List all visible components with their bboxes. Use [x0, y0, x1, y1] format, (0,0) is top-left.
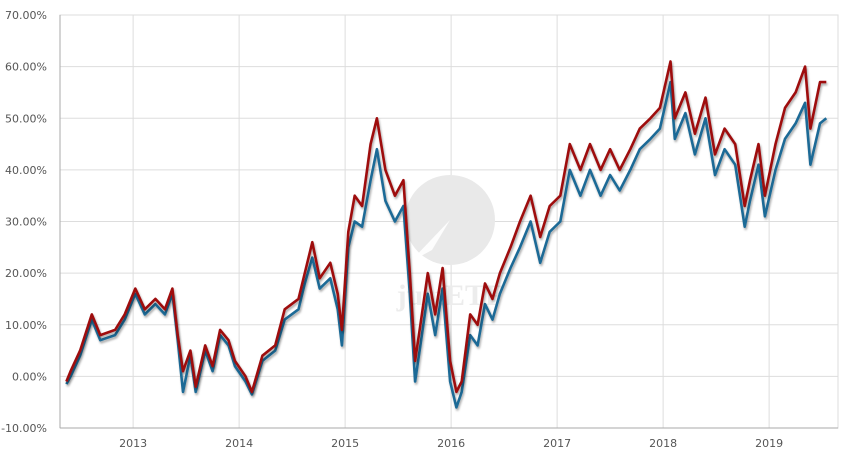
y-tick-label: 50.00% [5, 112, 47, 125]
y-tick-label: 20.00% [5, 267, 47, 280]
y-tick-label: 30.00% [5, 216, 47, 229]
x-tick-label: 2017 [543, 437, 571, 450]
axes: 70.00% 60.00% 50.00% 40.00% 30.00% 20.00% 10.0… [1, 9, 838, 450]
y-tick-label: -10.00% [1, 422, 47, 435]
y-tick-label: 60.00% [5, 61, 47, 74]
x-tick-label: 2016 [437, 437, 465, 450]
x-tick-label: 2013 [119, 437, 147, 450]
series-lines [65, 60, 828, 409]
x-tick-label: 2018 [649, 437, 677, 450]
x-tick-label: 2015 [331, 437, 359, 450]
y-tick-label: 10.00% [5, 319, 47, 332]
series-red-line [65, 60, 827, 394]
y-tick-label: 0.00% [12, 370, 47, 383]
y-tick-label: 40.00% [5, 164, 47, 177]
x-tick-label: 2019 [755, 437, 783, 450]
y-tick-label: 70.00% [5, 9, 47, 22]
watermark-arrow-icon [410, 220, 450, 262]
x-tick-label: 2014 [225, 437, 253, 450]
